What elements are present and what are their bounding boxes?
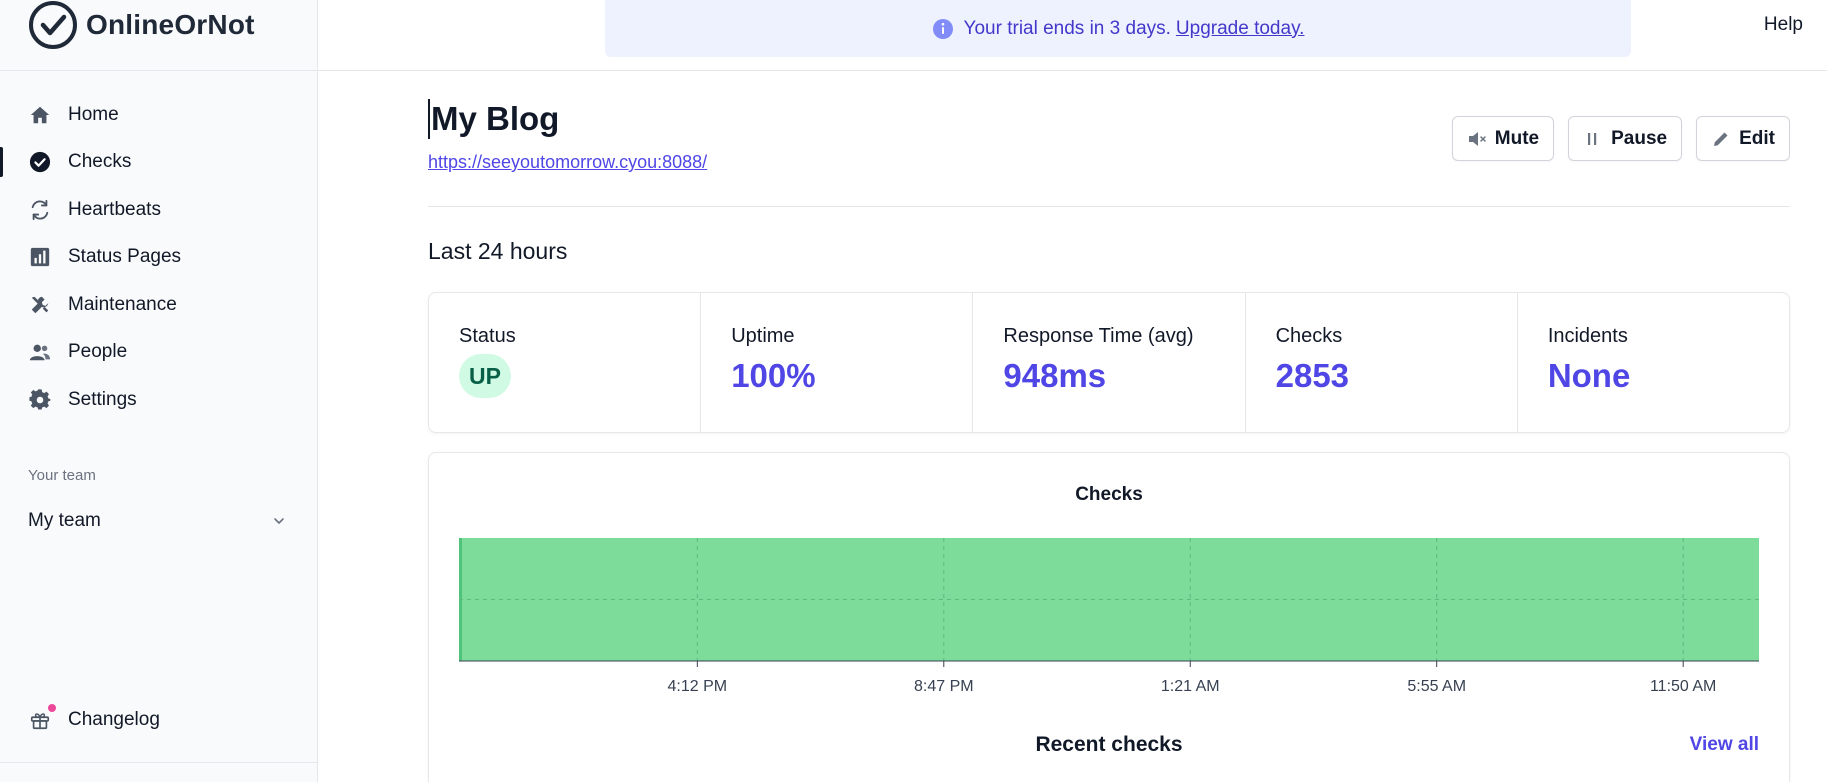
bar-chart-icon — [28, 245, 52, 269]
upgrade-link[interactable]: Upgrade today. — [1175, 17, 1305, 39]
x-tick-label: 1:21 AM — [1161, 678, 1220, 695]
sidebar: OnlineOrNot Home Checks Heartbeats Stat — [0, 0, 318, 782]
pause-icon — [1583, 129, 1603, 149]
notification-dot — [48, 704, 56, 712]
mute-button[interactable]: Mute — [1451, 116, 1555, 161]
sidebar-item-maintenance[interactable]: Maintenance — [0, 281, 318, 329]
pause-button[interactable]: Pause — [1568, 116, 1683, 161]
recent-checks-heading: Recent checks — [1035, 733, 1183, 756]
sidebar-item-label: Checks — [68, 151, 132, 173]
check-url-link[interactable]: https://seeyoutomorrow.cyou:8088/ — [428, 152, 708, 172]
sidebar-item-settings[interactable]: Settings — [0, 376, 318, 424]
x-tick-label: 5:55 AM — [1407, 678, 1466, 695]
trial-banner: Your trial ends in 3 days. Upgrade today. — [605, 0, 1631, 57]
speaker-muted-icon — [1467, 129, 1487, 149]
edit-button[interactable]: Edit — [1696, 116, 1790, 161]
stat-value: None — [1547, 357, 1631, 394]
chart-title: Checks — [1075, 484, 1143, 505]
sidebar-item-label: Home — [68, 103, 119, 125]
checks-chart: 4:12 PM 8:47 PM 1:21 AM 5:55 AM 11:50 AM — [459, 538, 1759, 695]
stats-panel: Status UP Uptime 100% Response Time (avg… — [428, 292, 1790, 433]
stat-value: 2853 — [1275, 357, 1350, 394]
x-tick-label: 8:47 PM — [914, 678, 974, 695]
divider — [0, 762, 318, 763]
check-actions: Mute Pause Edit — [1451, 116, 1790, 161]
trial-message: Your trial ends in 3 days. — [963, 17, 1171, 39]
stat-status: Status UP — [429, 293, 702, 432]
checks-chart-card: Checks 4:12 PM 8:47 PM 1:21 AM 5:55 AM 11:50… — [428, 452, 1790, 782]
people-icon — [28, 340, 52, 364]
sidebar-item-people[interactable]: People — [0, 329, 318, 377]
sidebar-item-heartbeats[interactable]: Heartbeats — [0, 186, 318, 234]
pencil-icon — [1711, 129, 1731, 149]
view-all-link[interactable]: View all — [1689, 734, 1759, 755]
logo-check-icon — [29, 1, 77, 49]
divider — [0, 70, 318, 71]
changelog-label: Changelog — [68, 709, 160, 730]
mute-label: Mute — [1494, 127, 1540, 149]
brand-name: OnlineOrNot — [86, 9, 255, 40]
stat-value: 948ms — [1003, 357, 1107, 394]
period-heading: Last 24 hours — [428, 238, 568, 264]
status-badge: UP — [459, 354, 511, 398]
stat-label: Response Time (avg) — [1003, 325, 1194, 347]
refresh-icon — [28, 198, 52, 222]
chevron-down-icon — [274, 518, 284, 524]
info-icon — [932, 18, 953, 39]
stat-uptime: Uptime 100% — [701, 293, 974, 432]
stat-incidents: Incidents None — [1518, 293, 1789, 432]
stat-checks: Checks 2853 — [1246, 293, 1518, 432]
gift-icon — [28, 704, 56, 732]
stat-label: Uptime — [731, 325, 795, 347]
team-selector[interactable]: My team — [28, 505, 286, 537]
changelog-link[interactable]: Changelog — [28, 700, 160, 740]
x-tick-label: 11:50 AM — [1650, 678, 1716, 695]
team-name: My team — [28, 510, 101, 531]
edit-label: Edit — [1739, 127, 1775, 149]
gear-icon — [28, 388, 52, 412]
sidebar-item-label: Maintenance — [68, 293, 177, 315]
stat-value: 100% — [731, 357, 816, 394]
stat-response-time: Response Time (avg) 948ms — [973, 293, 1246, 432]
home-icon — [28, 103, 52, 127]
brand-logo[interactable]: OnlineOrNot — [28, 1, 255, 49]
check-circle-icon — [28, 150, 52, 174]
sidebar-item-label: Heartbeats — [68, 198, 161, 220]
sidebar-nav: Home Checks Heartbeats Status Pages Main… — [0, 91, 318, 424]
divider — [428, 206, 1790, 207]
sidebar-item-checks[interactable]: Checks — [0, 139, 318, 187]
pause-label: Pause — [1611, 127, 1668, 149]
sidebar-item-label: Status Pages — [68, 246, 182, 268]
sidebar-item-label: People — [68, 341, 128, 363]
sidebar-item-status-pages[interactable]: Status Pages — [0, 234, 318, 282]
help-link[interactable]: Help — [1763, 14, 1803, 35]
header-divider — [318, 70, 1827, 71]
stat-label: Incidents — [1547, 325, 1628, 347]
sidebar-item-home[interactable]: Home — [0, 91, 318, 139]
wrench-icon — [28, 293, 52, 317]
stat-label: Checks — [1275, 325, 1343, 347]
page-title: My Blog — [428, 99, 559, 139]
team-section-label: Your team — [28, 467, 96, 484]
x-tick-label: 4:12 PM — [668, 678, 728, 695]
sidebar-item-label: Settings — [68, 388, 137, 410]
stat-label: Status — [459, 325, 516, 347]
